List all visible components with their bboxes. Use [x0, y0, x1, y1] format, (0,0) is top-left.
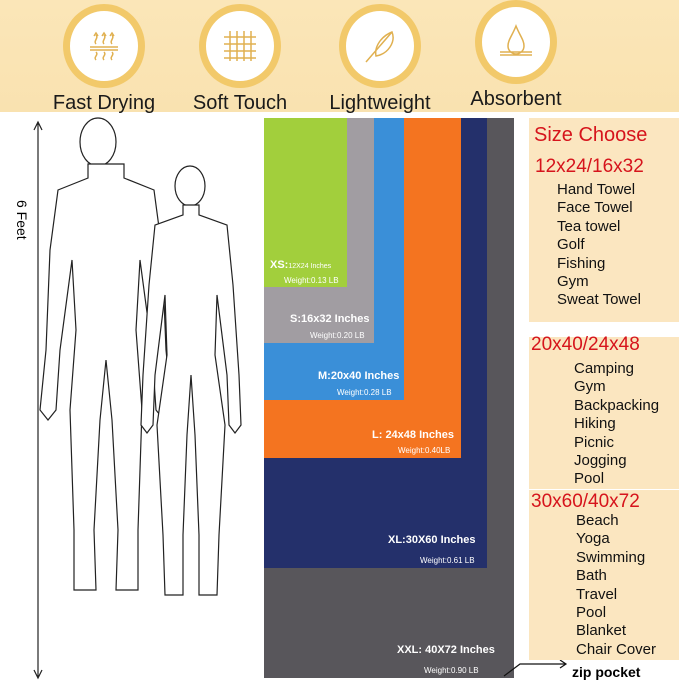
use-list: Camping Gym Backpacking Hiking Picnic Jogging…: [574, 360, 660, 488]
male-silhouette-icon: [39, 117, 173, 591]
features-banner: Fast Drying Soft Touch Lightweight Absor…: [0, 0, 679, 115]
size-group-large: 30x60/40x72 Beach Yoga Swimming Bath Travel P…: [529, 490, 679, 660]
woven-fabric-icon: [224, 31, 256, 61]
use-list: Beach Yoga Swimming Bath Travel Pool Blanket Ch…: [576, 512, 657, 658]
towel-xs: XS:12X24 Inches Weight:0.13 LB: [264, 118, 347, 287]
arrow-icon: [503, 659, 568, 677]
use-list: Hand Towel Face Towel Tea towel Golf Fishing…: [557, 181, 641, 309]
zip-pocket-label: zip pocket: [572, 664, 641, 680]
heat-waves-icon: [90, 31, 118, 61]
size-group-small: Size Choose 12x24/16x32 Hand Towel Face T…: [529, 118, 679, 322]
female-silhouette-icon: [140, 165, 242, 596]
height-label: 6 Feet: [14, 200, 30, 240]
feature-absorbent: Absorbent: [451, 0, 581, 111]
size-group-medium: 20x40/24x48 Camping Gym Backpacking Hiking P…: [529, 334, 679, 489]
feather-icon: [365, 31, 394, 63]
feature-fast-drying: Fast Drying: [39, 0, 169, 115]
water-drop-icon: [500, 23, 532, 56]
height-arrow-icon: [33, 120, 43, 680]
feature-soft-touch: Soft Touch: [175, 0, 305, 115]
human-silhouettes: [33, 117, 242, 680]
feature-lightweight: Lightweight: [315, 0, 445, 115]
